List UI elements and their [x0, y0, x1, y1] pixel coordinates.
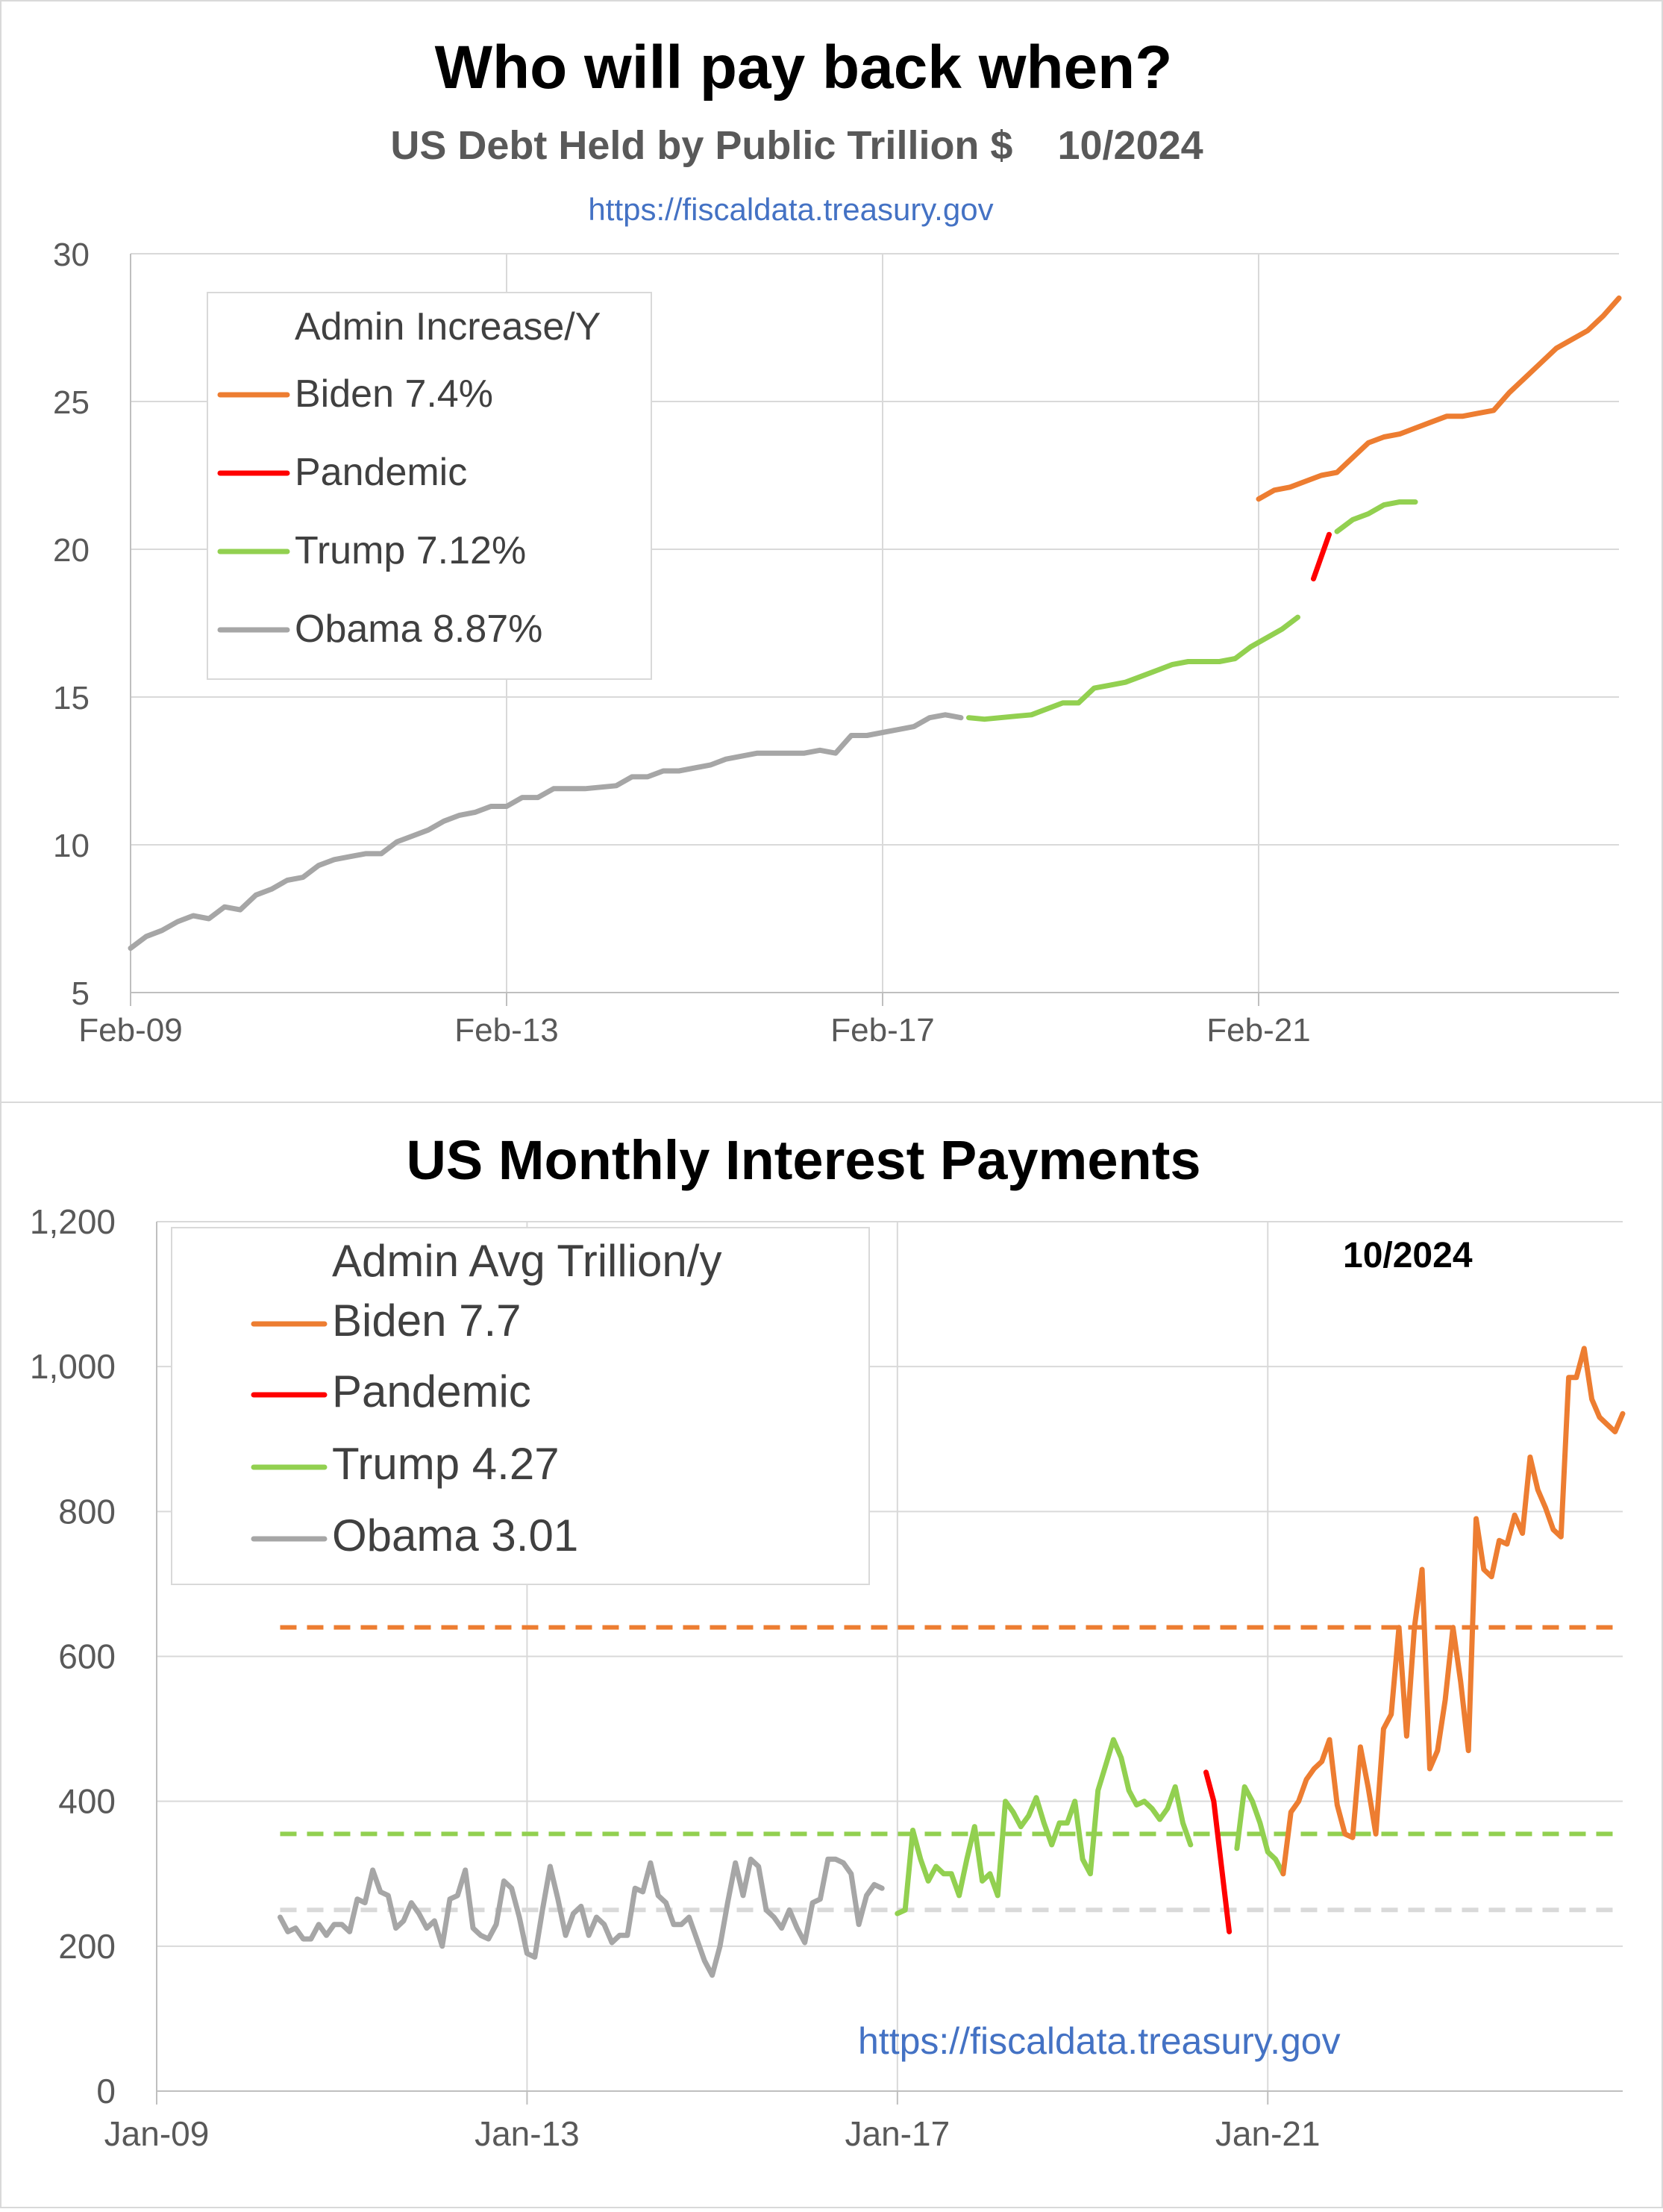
tick-labels: 5 10 15 20 25 30 Feb-09 Feb-13 Feb-17 Feb-21: [53, 237, 1311, 1049]
legend-label-trump: Trump 4.27: [332, 1439, 560, 1489]
source-link[interactable]: https://fiscaldata.treasury.gov: [588, 192, 993, 227]
y-tick-label: 400: [58, 1782, 116, 1821]
date-annotation: 10/2024: [1343, 1236, 1473, 1275]
series-line-obama: [278, 1856, 885, 1978]
series-lines: [128, 295, 1622, 952]
y-tick-label: 600: [58, 1637, 116, 1676]
chart-title: Who will pay back when?: [435, 34, 1173, 101]
legend: Admin Avg Trillion/y Biden 7.7 Pandemic Tr…: [171, 1227, 870, 1585]
series-line-biden: [1280, 1346, 1626, 1877]
series-line-obama: [128, 712, 964, 952]
x-tick-label: Feb-21: [1206, 1012, 1310, 1049]
y-tick-label: 1,000: [30, 1347, 116, 1386]
y-tick-label: 800: [58, 1492, 116, 1531]
series-lines: [278, 1346, 1626, 1978]
legend-box: [207, 292, 652, 680]
average-lines: [280, 1625, 1623, 1913]
x-tick-label: Jan-17: [845, 2114, 950, 2153]
tick-labels: 0 200 400 600 800 1,000 1,200 Jan-09 Jan-13 Jan-1…: [30, 1202, 1321, 2153]
x-tick-label: Jan-21: [1215, 2114, 1321, 2153]
series-line-trump: [895, 1737, 1194, 1916]
y-tick-label: 0: [96, 2072, 116, 2111]
y-tick-label: 1,200: [30, 1202, 116, 1241]
legend-label-trump: Trump 7.12%: [295, 529, 526, 572]
legend-title: Admin Increase/Y: [295, 305, 601, 349]
grid: [157, 1221, 1623, 2091]
axes: [156, 1222, 1623, 2105]
legend-label-biden: Biden 7.7: [332, 1296, 522, 1346]
y-tick-label: 5: [72, 975, 90, 1012]
legend-box: [171, 1227, 870, 1585]
legend-label-biden: Biden 7.4%: [295, 372, 493, 416]
x-tick-label: Feb-17: [830, 1012, 934, 1049]
debt-chart: Who will pay back when? US Debt Held by …: [53, 34, 1622, 1049]
y-tick-label: 15: [53, 680, 90, 716]
legend-title: Admin Avg Trillion/y: [332, 1236, 721, 1286]
interest-chart: US Monthly Interest Payments 0 200 400 600 8…: [30, 1129, 1626, 2153]
series-line-trump: [966, 614, 1300, 722]
series-line-pandemic: [1311, 531, 1332, 582]
chart-subtitle: US Debt Held by Public Trillion $ 10/202…: [390, 123, 1203, 168]
y-tick-label: 30: [53, 237, 90, 273]
legend-label-obama: Obama 3.01: [332, 1510, 578, 1560]
chart-title: US Monthly Interest Payments: [406, 1129, 1200, 1191]
x-tick-label: Jan-09: [104, 2114, 210, 2153]
series-line-trump: [1234, 1784, 1286, 1877]
y-tick-label: 20: [53, 532, 90, 569]
x-tick-label: Feb-09: [78, 1012, 182, 1049]
y-tick-label: 10: [53, 828, 90, 864]
legend: Admin Increase/Y Biden 7.4% Pandemic Trump…: [207, 292, 652, 680]
legend-label-pandemic: Pandemic: [295, 451, 467, 494]
series-line-biden: [1256, 295, 1622, 502]
x-tick-label: Feb-13: [454, 1012, 558, 1049]
series-line-pandemic: [1203, 1769, 1233, 1934]
y-tick-label: 200: [58, 1927, 116, 1966]
legend-label-pandemic: Pandemic: [332, 1366, 531, 1416]
axes: [130, 254, 1619, 1006]
y-tick-label: 25: [53, 384, 90, 421]
series-line-trump: [1334, 499, 1418, 534]
legend-label-obama: Obama 8.87%: [295, 607, 542, 651]
x-tick-label: Jan-13: [475, 2114, 580, 2153]
source-link[interactable]: https://fiscaldata.treasury.gov: [858, 2020, 1341, 2062]
